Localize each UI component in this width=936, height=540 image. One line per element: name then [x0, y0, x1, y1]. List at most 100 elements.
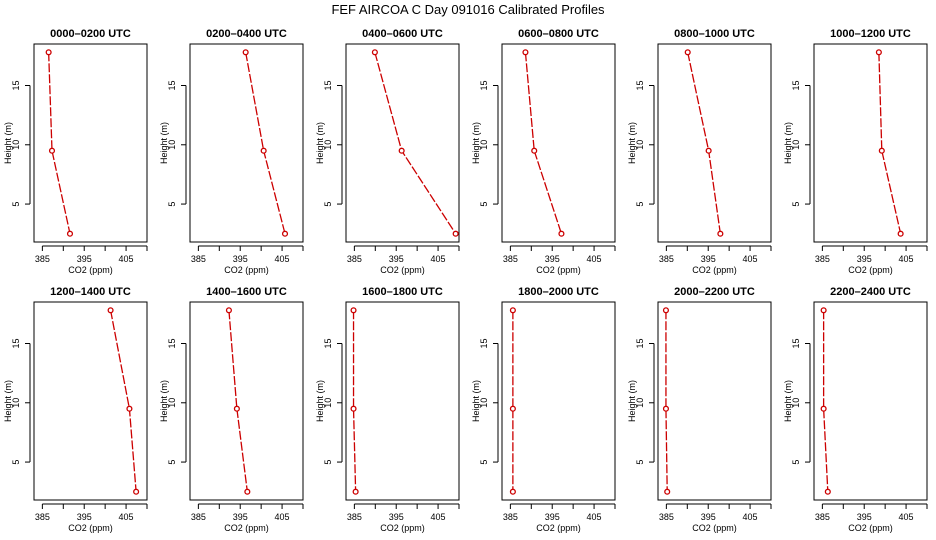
- y-axis-label: Height (m): [471, 380, 481, 422]
- plot-frame: [189, 301, 304, 501]
- y-tick-label: 15: [479, 338, 489, 348]
- y-axis-label: Height (m): [627, 122, 637, 164]
- panel-title: 0800–1000 UTC: [674, 28, 755, 40]
- x-tick-label: 395: [233, 512, 248, 522]
- y-tick-label: 10: [323, 398, 333, 408]
- x-tick-label: 385: [815, 512, 830, 522]
- panel-7: 1200–1400 UTC 385 395 405 CO2 (ppm) 5 10 15 Heig…: [3, 286, 148, 533]
- y-tick-label: 5: [635, 202, 645, 207]
- x-tick-label: 395: [857, 254, 872, 264]
- y-tick-label: 5: [167, 460, 177, 465]
- data-point: [350, 405, 357, 412]
- y-tick-label: 5: [11, 460, 21, 465]
- panel-title: 0600–0800 UTC: [518, 28, 599, 40]
- y-tick-label: 10: [479, 140, 489, 150]
- y-tick-label: 5: [323, 460, 333, 465]
- x-axis-label: CO2 (ppm): [224, 523, 269, 533]
- data-point: [244, 488, 251, 495]
- plot-frame: [33, 301, 148, 501]
- x-tick-label: 385: [815, 254, 830, 264]
- x-tick-label: 385: [347, 254, 362, 264]
- panel-9: 1600–1800 UTC 385 395 405 CO2 (ppm) 5 10 15 Heig…: [315, 286, 460, 533]
- data-point: [281, 230, 289, 237]
- x-axis-label: CO2 (ppm): [536, 265, 581, 275]
- y-tick-label: 15: [791, 338, 801, 348]
- panel-title: 0000–0200 UTC: [50, 28, 131, 40]
- data-point: [705, 147, 712, 154]
- x-tick-label: 385: [659, 512, 674, 522]
- y-tick-label: 5: [791, 202, 801, 207]
- data-point: [45, 49, 52, 56]
- y-axis-label: Height (m): [159, 122, 169, 164]
- data-point: [875, 49, 882, 56]
- y-axis-label: Height (m): [315, 380, 325, 422]
- x-axis-label: CO2 (ppm): [380, 523, 425, 533]
- x-tick-label: 385: [503, 254, 518, 264]
- data-point: [260, 147, 267, 154]
- data-point: [66, 230, 74, 237]
- x-axis-label: CO2 (ppm): [848, 265, 893, 275]
- profile-line: [374, 52, 457, 235]
- data-point: [452, 230, 459, 237]
- data-point: [664, 488, 671, 495]
- x-tick-label: 405: [587, 512, 602, 522]
- x-tick-label: 385: [191, 512, 206, 522]
- data-point: [662, 405, 670, 412]
- panel-title: 1400–1600 UTC: [206, 286, 287, 298]
- y-tick-label: 5: [479, 202, 489, 207]
- plot-frame: [345, 43, 460, 243]
- x-tick-label: 395: [77, 254, 92, 264]
- y-tick-label: 5: [791, 460, 801, 465]
- y-axis-label: Height (m): [315, 122, 325, 164]
- x-axis-label: CO2 (ppm): [224, 265, 269, 275]
- x-tick-label: 385: [35, 512, 50, 522]
- data-point: [897, 230, 904, 237]
- y-tick-label: 15: [791, 80, 801, 90]
- y-tick-label: 5: [479, 460, 489, 465]
- panel-12: 2200–2400 UTC 385 395 405 CO2 (ppm) 5 10 15 Heig…: [783, 286, 928, 533]
- x-tick-label: 405: [899, 254, 914, 264]
- x-tick-label: 405: [743, 254, 758, 264]
- y-axis-label: Height (m): [3, 380, 13, 422]
- y-tick-label: 15: [323, 338, 333, 348]
- y-tick-label: 5: [11, 202, 21, 207]
- data-point: [662, 307, 670, 314]
- data-point: [522, 49, 529, 56]
- y-axis-label: Height (m): [783, 122, 793, 164]
- panel-5: 0800–1000 UTC 385 395 405 CO2 (ppm) 5 10 15 Heig…: [627, 28, 772, 275]
- data-point: [133, 488, 140, 495]
- panel-title: 1800–2000 UTC: [518, 286, 599, 298]
- y-axis-label: Height (m): [627, 380, 637, 422]
- profile-line: [878, 52, 902, 234]
- y-tick-label: 15: [167, 80, 177, 90]
- y-tick-label: 15: [323, 80, 333, 90]
- y-tick-label: 10: [167, 398, 177, 408]
- plot-frame: [813, 301, 928, 501]
- y-tick-label: 10: [479, 398, 489, 408]
- panel-1: 0000–0200 UTC 385 395 405 CO2 (ppm) 5 10 15 Heig…: [3, 28, 148, 275]
- data-point: [350, 307, 357, 314]
- data-point: [509, 307, 516, 314]
- x-tick-label: 405: [743, 512, 758, 522]
- x-tick-label: 405: [587, 254, 602, 264]
- panel-10: 1800–2000 UTC 385 395 405 CO2 (ppm) 5 10 15 Heig…: [471, 286, 616, 533]
- y-axis-label: Height (m): [3, 122, 13, 164]
- x-tick-label: 405: [119, 512, 134, 522]
- y-tick-label: 15: [11, 80, 21, 90]
- data-point: [509, 488, 516, 495]
- profile-line: [352, 310, 357, 492]
- y-tick-label: 15: [167, 338, 177, 348]
- data-point: [225, 307, 232, 314]
- x-tick-label: 405: [431, 512, 446, 522]
- y-tick-label: 10: [791, 140, 801, 150]
- data-point: [558, 230, 565, 237]
- panel-8: 1400–1600 UTC 385 395 405 CO2 (ppm) 5 10 15 Heig…: [159, 286, 304, 533]
- data-point: [126, 405, 133, 412]
- x-tick-label: 405: [275, 512, 290, 522]
- x-tick-label: 395: [389, 254, 404, 264]
- x-tick-label: 385: [347, 512, 362, 522]
- y-tick-label: 10: [11, 398, 21, 408]
- x-tick-label: 405: [119, 254, 134, 264]
- profile-line: [228, 310, 248, 492]
- chart-title: FEF AIRCOA C Day 091016 Calibrated Profi…: [331, 2, 605, 17]
